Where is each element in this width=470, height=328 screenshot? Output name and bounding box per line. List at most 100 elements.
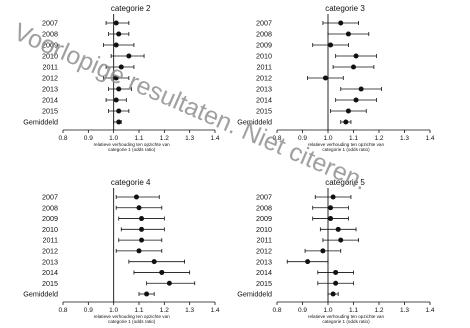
category-label: 2012 — [256, 246, 272, 255]
x-tick-label: 1.2 — [374, 135, 383, 142]
x-tick-label: 1.1 — [134, 307, 143, 314]
point-estimate — [126, 53, 132, 59]
panel-title: categorie 5 — [325, 178, 365, 187]
forest-plot-panel: categorie 2 0.8 0.9 1.0 1.1 1.2 1.3 1.4 relatiev… — [23, 4, 220, 152]
x-tick-label: 1.3 — [185, 135, 194, 142]
point-estimate — [113, 97, 119, 103]
point-estimate — [116, 108, 122, 114]
x-axis-label: categorie 1 (odds ratio) — [108, 319, 156, 324]
x-tick-label: 1.1 — [349, 135, 358, 142]
x-tick-label: 1.4 — [425, 135, 434, 142]
point-estimate — [320, 248, 326, 254]
point-estimate — [351, 64, 356, 70]
point-estimate — [136, 248, 142, 254]
category-label: 2011 — [257, 63, 272, 72]
x-tick-label: 1.2 — [160, 135, 169, 142]
category-label: 2007 — [42, 19, 58, 28]
x-axis-label: categorie 1 (odds ratio) — [322, 147, 370, 152]
category-label: 2013 — [42, 257, 58, 266]
x-tick-label: 1.3 — [400, 135, 409, 142]
category-label: 2012 — [42, 246, 58, 255]
category-label: 2010 — [256, 225, 272, 234]
point-estimate — [166, 280, 172, 286]
point-estimate — [335, 226, 341, 232]
point-estimate — [328, 216, 334, 222]
x-tick-label: 1.0 — [323, 135, 332, 142]
point-estimate — [330, 194, 336, 200]
category-label: 2014 — [42, 96, 58, 105]
x-axis-label: relatieve verhouding ten opzichte van — [308, 314, 385, 319]
category-label: 2008 — [42, 30, 58, 39]
point-estimate — [113, 75, 119, 81]
category-label: 2015 — [42, 107, 58, 116]
category-label: Gemiddeld — [23, 118, 58, 127]
point-estimate — [353, 97, 359, 103]
point-estimate — [345, 31, 351, 37]
point-estimate — [328, 42, 334, 48]
point-estimate — [338, 20, 344, 26]
x-tick-label: 1.4 — [210, 307, 219, 314]
category-label: 2012 — [256, 74, 272, 83]
forest-plot-panel: categorie 4 0.8 0.9 1.0 1.1 1.2 1.3 1.4 relatiev… — [23, 178, 220, 324]
x-tick-label: 1.2 — [160, 307, 169, 314]
x-tick-label: 1.1 — [134, 135, 143, 142]
point-estimate — [345, 108, 351, 114]
x-tick-label: 0.8 — [58, 135, 67, 142]
category-label: Gemiddeld — [23, 290, 58, 299]
x-tick-label: 0.9 — [84, 135, 93, 142]
point-estimate — [333, 280, 339, 286]
category-label: 2009 — [42, 41, 58, 50]
x-tick-label: 0.8 — [272, 135, 281, 142]
panel-title: categorie 4 — [111, 178, 151, 187]
x-tick-label: 0.9 — [298, 307, 307, 314]
point-estimate — [136, 205, 142, 211]
category-label: Gemiddeld — [237, 290, 272, 299]
category-label: Gemiddeld — [237, 118, 272, 127]
x-tick-label: 0.9 — [84, 307, 93, 314]
category-label: 2008 — [256, 30, 272, 39]
category-label: 2007 — [256, 193, 272, 202]
x-axis-label: relatieve verhouding ten opzichte van — [94, 314, 171, 319]
point-estimate — [305, 259, 311, 265]
forest-plot-panel: categorie 5 0.8 0.9 1.0 1.1 1.2 1.3 1.4 relatiev… — [237, 178, 435, 324]
point-estimate — [144, 291, 150, 297]
x-tick-label: 1.4 — [425, 307, 434, 314]
point-estimate — [159, 269, 165, 275]
x-axis-label: relatieve verhouding ten opzichte van — [308, 142, 385, 147]
x-tick-label: 1.4 — [210, 135, 219, 142]
category-label: 2013 — [256, 85, 272, 94]
category-label: 2015 — [256, 279, 272, 288]
point-estimate — [118, 64, 124, 70]
point-estimate — [151, 259, 157, 265]
point-estimate — [328, 205, 334, 211]
point-estimate — [358, 86, 364, 92]
point-estimate — [113, 20, 119, 26]
x-tick-label: 1.3 — [185, 307, 194, 314]
category-label: 2010 — [42, 52, 58, 61]
category-label: 2014 — [256, 96, 272, 105]
point-estimate — [116, 31, 122, 37]
point-estimate — [333, 269, 339, 275]
category-label: 2015 — [256, 107, 272, 116]
category-label: 2011 — [43, 236, 58, 245]
x-tick-label: 0.8 — [272, 307, 281, 314]
panel-title: categorie 3 — [325, 4, 365, 13]
category-label: 2015 — [42, 279, 58, 288]
x-axis-label: categorie 1 (odds ratio) — [108, 147, 156, 152]
point-estimate — [113, 42, 119, 48]
point-estimate — [139, 216, 145, 222]
x-tick-label: 1.3 — [400, 307, 409, 314]
x-tick-label: 1.0 — [323, 307, 332, 314]
category-label: 2011 — [257, 236, 272, 245]
point-estimate — [139, 226, 145, 232]
category-label: 2012 — [42, 74, 58, 83]
point-estimate — [139, 237, 145, 243]
point-estimate — [116, 86, 122, 92]
point-estimate — [133, 194, 139, 200]
x-tick-label: 1.1 — [349, 307, 358, 314]
x-tick-label: 1.0 — [109, 307, 118, 314]
category-label: 2014 — [256, 268, 272, 277]
panel-title: categorie 2 — [111, 4, 151, 13]
category-label: 2013 — [256, 257, 272, 266]
